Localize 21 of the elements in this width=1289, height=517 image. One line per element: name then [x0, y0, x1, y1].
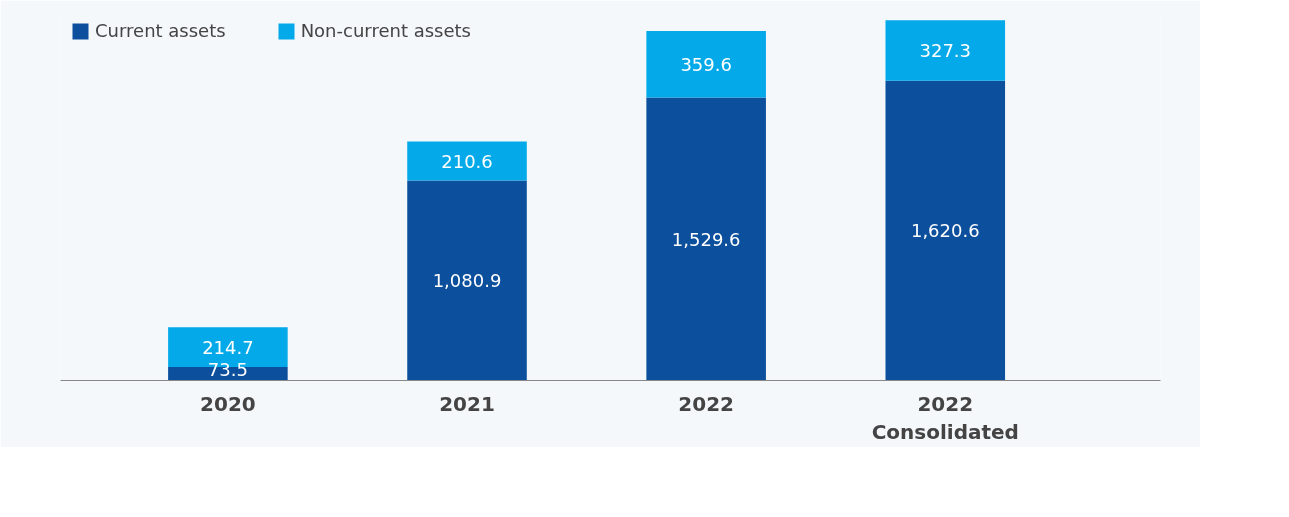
legend-label: Non-current assets — [300, 20, 471, 41]
x-tick-label: 2022 — [917, 391, 974, 416]
x-tick-label: 2022 — [678, 391, 734, 416]
bar — [646, 31, 766, 98]
bar — [646, 97, 766, 381]
text: Consolidated — [871, 420, 1019, 445]
data-label: 1,080.9 — [432, 270, 502, 292]
data-label: 73.5 — [207, 359, 248, 380]
legend-label: Current assets — [95, 20, 226, 41]
data-label: 359.6 — [680, 53, 732, 75]
bar — [885, 80, 1006, 381]
x-tick-label: 2020 — [200, 391, 256, 416]
data-label: 210.6 — [441, 150, 493, 172]
bar — [407, 180, 527, 381]
data-label: 1,620.6 — [910, 220, 980, 242]
bar — [885, 20, 1006, 81]
data-label: 1,529.6 — [671, 228, 741, 250]
bar — [407, 141, 527, 181]
x-tick-label: 2021 — [439, 391, 495, 416]
data-label: 327.3 — [919, 39, 972, 61]
data-label: 214.7 — [202, 336, 254, 358]
